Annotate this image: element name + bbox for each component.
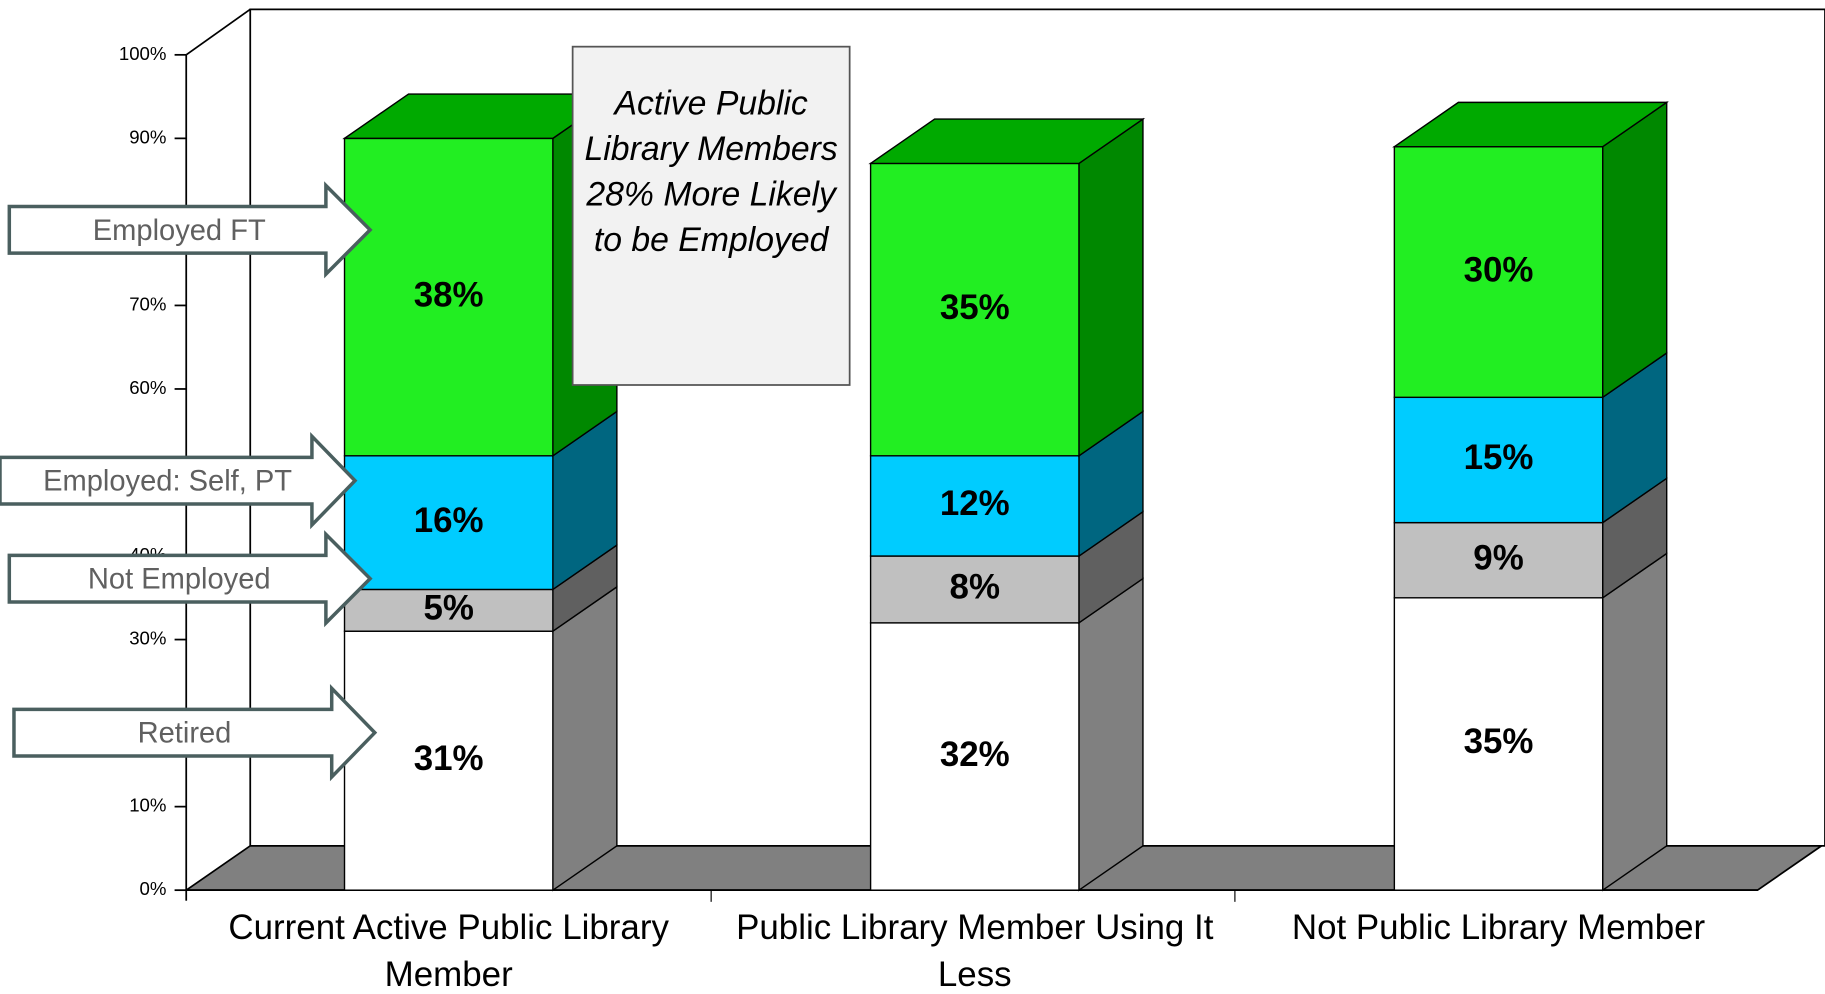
value-label: 8% bbox=[950, 568, 1000, 607]
legend-label: Employed FT bbox=[93, 215, 266, 247]
bar-top bbox=[868, 118, 1146, 165]
x-tick-label-box: Current Active Public Library Member bbox=[228, 908, 669, 994]
bar-side bbox=[1078, 577, 1144, 892]
annotation: Active Public Library Members 28% More L… bbox=[584, 85, 838, 259]
x-tick-label: Not Public Library Member bbox=[1291, 908, 1706, 948]
y-tick-label: 30% bbox=[129, 627, 166, 648]
y-tick-label: 90% bbox=[129, 126, 166, 147]
legend-arrow bbox=[7, 530, 373, 628]
value-label: 35% bbox=[940, 288, 1010, 327]
bar-side bbox=[1078, 117, 1144, 458]
legend-label: Retired bbox=[138, 718, 232, 750]
bar-segment bbox=[343, 630, 554, 891]
annotation-box bbox=[571, 45, 851, 386]
value-label: 5% bbox=[423, 589, 473, 628]
bar-segment bbox=[1393, 396, 1604, 524]
bar-segment bbox=[1393, 146, 1604, 399]
y-tick-label: 0% bbox=[140, 878, 167, 899]
bar-segment bbox=[869, 455, 1080, 557]
y-tick-label: 100% bbox=[119, 43, 167, 64]
value-label: 35% bbox=[1464, 722, 1534, 761]
legend-label: Employed: Self, PT bbox=[43, 466, 292, 498]
value-label: 16% bbox=[414, 501, 484, 540]
bar-segment bbox=[343, 455, 554, 591]
bar-side bbox=[1601, 101, 1668, 399]
value-label: 32% bbox=[940, 735, 1010, 774]
bar-segment bbox=[869, 622, 1080, 891]
bar-segment bbox=[1393, 521, 1604, 599]
value-label: 31% bbox=[414, 739, 484, 778]
bar-segment bbox=[343, 137, 554, 457]
x-tick-label: Public Library Member Using It Less bbox=[736, 908, 1214, 994]
bar-top bbox=[1392, 101, 1669, 148]
legend-arrow bbox=[12, 684, 378, 782]
bar-side bbox=[1601, 552, 1668, 892]
bar-segment bbox=[869, 162, 1080, 457]
x-tick-label: Current Active Public Library Member bbox=[228, 908, 669, 994]
y-tick-label: 60% bbox=[129, 377, 166, 398]
legend-arrow bbox=[7, 181, 373, 279]
x-tick-label-box: Not Public Library Member bbox=[1291, 908, 1706, 948]
legend-arrow bbox=[0, 432, 358, 530]
annotation-holder: Active Public Library Members 28% More L… bbox=[584, 85, 838, 259]
y-tick-label: 10% bbox=[129, 795, 166, 816]
bar-segment bbox=[869, 555, 1080, 624]
bar-side bbox=[552, 585, 618, 892]
bar-segment bbox=[1393, 597, 1604, 891]
value-label: 38% bbox=[414, 275, 484, 314]
y-tick-label: 70% bbox=[129, 293, 166, 314]
value-label: 30% bbox=[1464, 250, 1534, 289]
value-label: 12% bbox=[940, 484, 1010, 523]
legend-label: Not Employed bbox=[88, 564, 271, 596]
value-label: 9% bbox=[1473, 538, 1523, 577]
x-tick-label-box: Public Library Member Using It Less bbox=[736, 908, 1214, 994]
value-label: 15% bbox=[1464, 438, 1534, 477]
